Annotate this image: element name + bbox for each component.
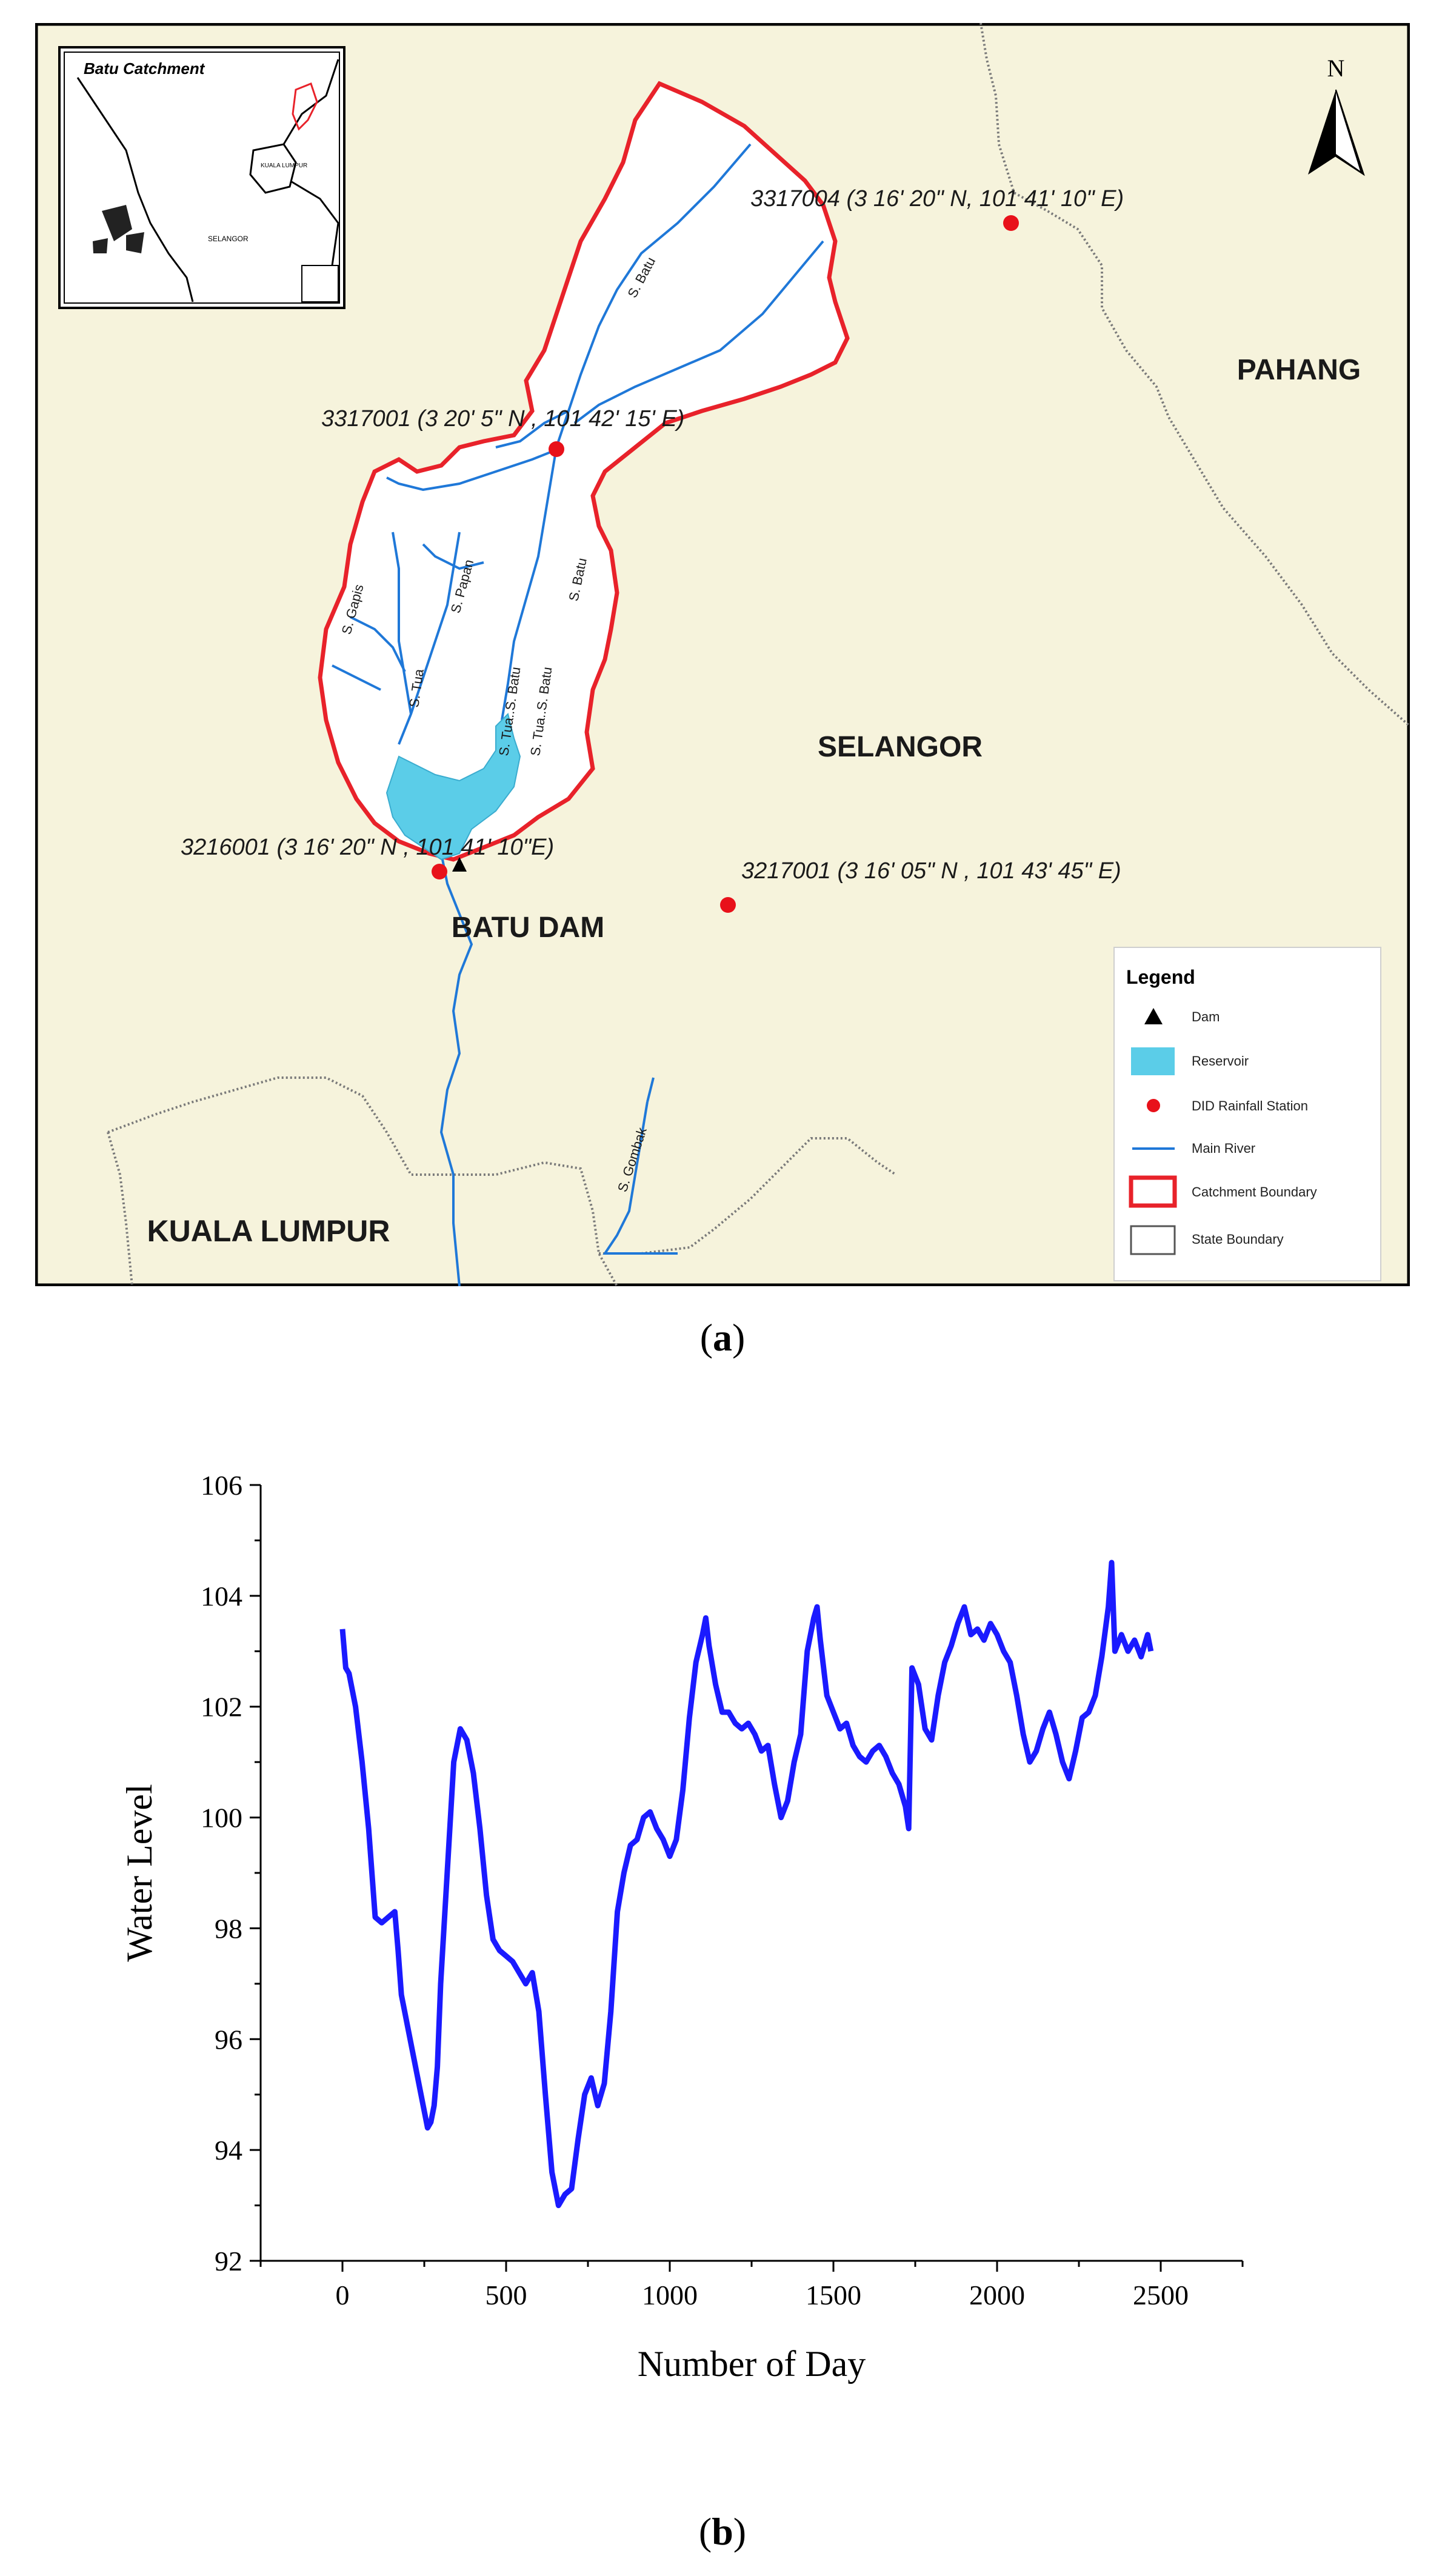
x-tick-label: 1000 [642, 2280, 698, 2311]
legend-catchment-icon [1129, 1175, 1177, 1208]
legend-state-icon [1130, 1225, 1176, 1255]
reservoir [385, 713, 521, 861]
river-tributary-b [495, 410, 569, 449]
caption-a: (a) [699, 1316, 746, 1359]
station-3216001-dot [432, 864, 447, 879]
river-s-batu-main [501, 143, 752, 721]
caption-b-letter: b [712, 2510, 733, 2553]
station-3317004-label: 3317004 (3 16' 20" N, 101 41' 10" E) [750, 186, 1124, 212]
x-tick-label: 0 [336, 2280, 350, 2311]
inset-islands [93, 205, 144, 253]
water-level-series-line [339, 1560, 1154, 2209]
state-boundary-southwest [107, 1076, 618, 1286]
label-pahang: PAHANG [1237, 354, 1361, 386]
river-outflow [439, 853, 473, 1286]
station-3317001-dot [549, 441, 564, 457]
legend-item-catchment: Catchment Boundary [1192, 1184, 1317, 1200]
caption-a-letter: a [713, 1316, 732, 1359]
river-s-gapis [392, 532, 412, 715]
rainfall-stations: 3317004 (3 16' 20" N, 101 41' 10" E) 331… [181, 186, 1124, 913]
label-kuala-lumpur: KUALA LUMPUR [147, 1214, 390, 1248]
state-boundaries [107, 23, 1410, 1286]
x-tick-label: 500 [486, 2280, 527, 2311]
y-tick-label: 96 [215, 2024, 242, 2055]
legend-item-station: DID Rainfall Station [1192, 1098, 1308, 1113]
station-3317001-label: 3317001 (3 20' 5" N , 101 42' 15' E) [321, 406, 684, 432]
station-3216001-label: 3216001 (3 16' 20" N , 101 41' 10"E) [181, 835, 554, 860]
state-boundary-east [979, 23, 1410, 727]
station-3317004-dot [1003, 215, 1019, 231]
legend-item-state: State Boundary [1192, 1232, 1284, 1247]
x-tick-label: 2000 [969, 2280, 1025, 2311]
legend-title: Legend [1126, 966, 1195, 988]
legend-item-reservoir: Reservoir [1192, 1053, 1249, 1069]
legend-dam-icon [1144, 1008, 1163, 1024]
north-arrow: N [1308, 55, 1365, 176]
caption-b: (b) [698, 2510, 747, 2553]
inset-title: Batu Catchment [84, 59, 205, 78]
chart-ticks: 0 500 1000 1500 2000 2500 92 94 96 98 100 102 104 106 [201, 1470, 1244, 2311]
y-axis-label: Water Level [119, 1784, 159, 1961]
y-tick-label: 106 [201, 1470, 242, 1501]
river-network [332, 143, 824, 1286]
inset-catchment [292, 82, 318, 131]
x-tick-label: 1500 [806, 2280, 861, 2311]
legend-item-river: Main River [1192, 1141, 1255, 1156]
river-gombak-top [646, 1077, 655, 1103]
legend-station-icon [1147, 1099, 1160, 1112]
y-tick-label: 98 [215, 1913, 242, 1944]
state-boundary-left [107, 1132, 133, 1286]
catchment-boundary [318, 81, 850, 862]
river-west-small [332, 664, 381, 691]
chart-axes [259, 1485, 1243, 2262]
river-s-gombak [602, 1101, 678, 1255]
x-axis-label: Number of Day [638, 2344, 866, 2384]
dam-marker [452, 857, 467, 872]
inset-selangor-label: SELANGOR [208, 235, 249, 243]
river-s-tua [350, 616, 406, 672]
inset-kl [249, 143, 297, 194]
legend-reservoir-icon [1131, 1047, 1175, 1075]
north-label: N [1327, 55, 1345, 82]
station-3217001-dot [720, 897, 736, 913]
station-3217001-label: 3217001 (3 16' 05" N , 101 43' 45" E) [741, 858, 1121, 884]
y-tick-label: 104 [201, 1581, 242, 1612]
y-tick-label: 92 [215, 2246, 242, 2277]
river-tributary-a [386, 446, 563, 492]
river-east-branch [573, 240, 824, 424]
legend-item-dam: Dam [1192, 1009, 1220, 1024]
map-legend: Legend Dam Reservoir DID Rainfall Statio… [1113, 947, 1381, 1281]
y-tick-label: 102 [201, 1692, 242, 1723]
x-tick-label: 2500 [1133, 2280, 1189, 2311]
inset-coast [76, 77, 194, 302]
y-tick-label: 100 [201, 1803, 242, 1834]
y-tick-label: 94 [215, 2135, 242, 2166]
label-batu-dam: BATU DAM [452, 912, 604, 944]
water-level-chart: 0 500 1000 1500 2000 2500 92 94 96 98 100 102 104 106… [115, 1467, 1303, 2449]
catchment-map: Batu Catchment KUALA LUMPUR SELANGOR N P… [35, 23, 1410, 1286]
inset-kl-label: KUALA LUMPUR [261, 162, 307, 169]
inset-map: Batu Catchment KUALA LUMPUR SELANGOR [58, 46, 345, 309]
label-selangor: SELANGOR [818, 731, 983, 763]
river-center-branch [422, 543, 484, 570]
state-boundary-south [599, 1137, 897, 1255]
